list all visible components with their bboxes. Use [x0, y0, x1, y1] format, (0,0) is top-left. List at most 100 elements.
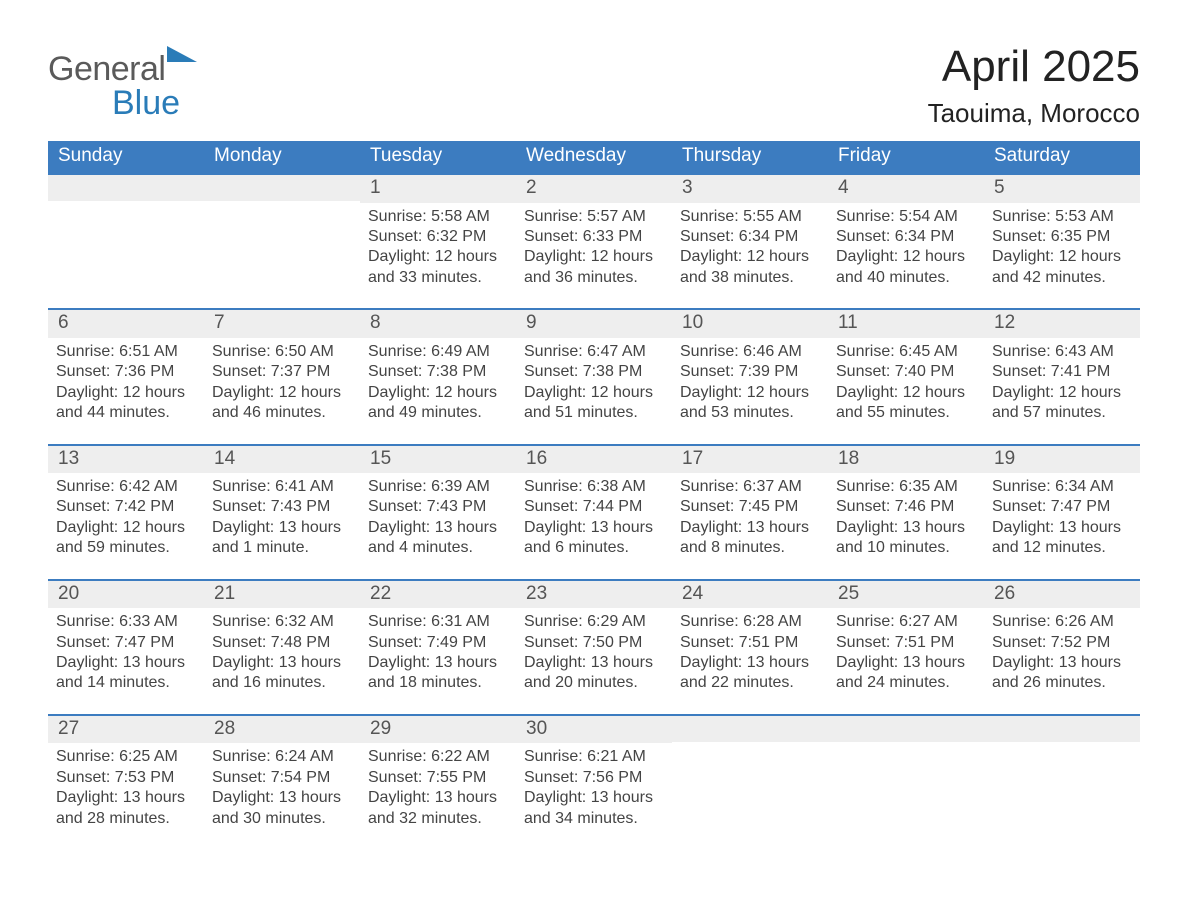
sunrise-line: Sunrise: 6:26 AM	[992, 613, 1114, 630]
sunset-line: Sunset: 7:47 PM	[992, 498, 1110, 515]
sunrise-line: Sunrise: 6:35 AM	[836, 478, 958, 495]
day-number: 30	[516, 716, 672, 743]
sunrise-line: Sunrise: 6:46 AM	[680, 343, 802, 360]
day-info: Sunrise: 6:31 AMSunset: 7:49 PMDaylight:…	[368, 612, 508, 694]
sunrise-line: Sunrise: 6:32 AM	[212, 613, 334, 630]
sunset-line: Sunset: 7:38 PM	[524, 363, 642, 380]
calendar-day-cell: 7 Sunrise: 6:50 AMSunset: 7:37 PMDaylight…	[204, 309, 360, 444]
calendar-day-cell: 23Sunrise: 6:29 AMSunset: 7:50 PMDayligh…	[516, 580, 672, 715]
daylight-line: Daylight: 12 hours and 55 minutes.	[836, 384, 965, 421]
day-info: Sunrise: 6:22 AMSunset: 7:55 PMDaylight:…	[368, 747, 508, 829]
calendar-page: General Blue April 2025 Taouima, Morocco…	[0, 0, 1188, 889]
title-block: April 2025 Taouima, Morocco	[928, 44, 1140, 129]
daylight-line: Daylight: 13 hours and 24 minutes.	[836, 654, 965, 691]
sunset-line: Sunset: 7:43 PM	[212, 498, 330, 515]
calendar-table: SundayMondayTuesdayWednesdayThursdayFrid…	[48, 141, 1140, 849]
calendar-day-cell: 18Sunrise: 6:35 AMSunset: 7:46 PMDayligh…	[828, 445, 984, 580]
day-number: 29	[360, 716, 516, 743]
calendar-day-cell: 4Sunrise: 5:54 AMSunset: 6:34 PMDaylight…	[828, 174, 984, 309]
day-info: Sunrise: 6:47 AMSunset: 7:38 PMDaylight:…	[524, 342, 664, 424]
calendar-day-cell	[48, 174, 204, 309]
day-info: Sunrise: 5:53 AMSunset: 6:35 PMDaylight:…	[992, 207, 1132, 289]
sunset-line: Sunset: 7:47 PM	[56, 634, 174, 651]
weekday-header: Tuesday	[360, 141, 516, 174]
calendar-day-cell: 19Sunrise: 6:34 AMSunset: 7:47 PMDayligh…	[984, 445, 1140, 580]
day-number: 28	[204, 716, 360, 743]
day-info: Sunrise: 6:21 AMSunset: 7:56 PMDaylight:…	[524, 747, 664, 829]
calendar-day-cell: 16Sunrise: 6:38 AMSunset: 7:44 PMDayligh…	[516, 445, 672, 580]
daylight-line: Daylight: 13 hours and 30 minutes.	[212, 789, 341, 826]
day-info: Sunrise: 6:50 AMSunset: 7:37 PMDaylight:…	[212, 342, 352, 424]
calendar-day-cell: 28Sunrise: 6:24 AMSunset: 7:54 PMDayligh…	[204, 715, 360, 849]
day-number	[204, 175, 360, 201]
sunrise-line: Sunrise: 5:55 AM	[680, 208, 802, 225]
day-info: Sunrise: 5:55 AMSunset: 6:34 PMDaylight:…	[680, 207, 820, 289]
daylight-line: Daylight: 12 hours and 38 minutes.	[680, 248, 809, 285]
daylight-line: Daylight: 13 hours and 14 minutes.	[56, 654, 185, 691]
weekday-header: Friday	[828, 141, 984, 174]
sunrise-line: Sunrise: 6:51 AM	[56, 343, 178, 360]
weekday-header-row: SundayMondayTuesdayWednesdayThursdayFrid…	[48, 141, 1140, 174]
calendar-day-cell: 30 Sunrise: 6:21 AMSunset: 7:56 PMDayligh…	[516, 715, 672, 849]
brand-part1: General	[48, 50, 165, 88]
sunset-line: Sunset: 7:36 PM	[56, 363, 174, 380]
day-number: 10	[672, 310, 828, 337]
day-info: Sunrise: 5:58 AMSunset: 6:32 PMDaylight:…	[368, 207, 508, 289]
sunrise-line: Sunrise: 5:57 AM	[524, 208, 646, 225]
sunrise-line: Sunrise: 6:25 AM	[56, 748, 178, 765]
day-number: 17	[672, 446, 828, 473]
sunset-line: Sunset: 7:38 PM	[368, 363, 486, 380]
day-number: 19	[984, 446, 1140, 473]
calendar-week-row: 27Sunrise: 6:25 AMSunset: 7:53 PMDayligh…	[48, 715, 1140, 849]
calendar-day-cell: 17Sunrise: 6:37 AMSunset: 7:45 PMDayligh…	[672, 445, 828, 580]
sunrise-line: Sunrise: 5:58 AM	[368, 208, 490, 225]
calendar-day-cell	[672, 715, 828, 849]
daylight-line: Daylight: 12 hours and 46 minutes.	[212, 384, 341, 421]
calendar-day-cell: 25Sunrise: 6:27 AMSunset: 7:51 PMDayligh…	[828, 580, 984, 715]
daylight-line: Daylight: 13 hours and 22 minutes.	[680, 654, 809, 691]
calendar-day-cell: 14Sunrise: 6:41 AMSunset: 7:43 PMDayligh…	[204, 445, 360, 580]
day-info: Sunrise: 6:33 AM Sunset: 7:47 PM Daylight:…	[56, 612, 196, 694]
sunset-line: Sunset: 7:53 PM	[56, 769, 174, 786]
day-number: 6	[48, 310, 204, 337]
day-info: Sunrise: 6:39 AMSunset: 7:43 PMDaylight:…	[368, 477, 508, 559]
day-number: 26	[984, 581, 1140, 608]
day-info: Sunrise: 6:49 AMSunset: 7:38 PMDaylight:…	[368, 342, 508, 424]
day-number: 8	[360, 310, 516, 337]
daylight-line: Daylight: 13 hours and 12 minutes.	[992, 519, 1121, 556]
calendar-day-cell: 15Sunrise: 6:39 AMSunset: 7:43 PMDayligh…	[360, 445, 516, 580]
daylight-line: Daylight: 12 hours and 49 minutes.	[368, 384, 497, 421]
day-info: Sunrise: 5:57 AMSunset: 6:33 PMDaylight:…	[524, 207, 664, 289]
sunset-line: Sunset: 7:51 PM	[680, 634, 798, 651]
calendar-day-cell	[984, 715, 1140, 849]
sunrise-line: Sunrise: 6:21 AM	[524, 748, 646, 765]
weekday-header: Thursday	[672, 141, 828, 174]
sunset-line: Sunset: 7:44 PM	[524, 498, 642, 515]
sunset-line: Sunset: 6:34 PM	[836, 228, 954, 245]
calendar-day-cell: 9Sunrise: 6:47 AMSunset: 7:38 PMDaylight…	[516, 309, 672, 444]
day-info: Sunrise: 5:54 AMSunset: 6:34 PMDaylight:…	[836, 207, 976, 289]
flag-icon	[167, 44, 197, 62]
daylight-line: Daylight: 12 hours and 42 minutes.	[992, 248, 1121, 285]
header-row: General Blue April 2025 Taouima, Morocco	[48, 44, 1140, 129]
day-number: 25	[828, 581, 984, 608]
sunrise-line: Sunrise: 5:53 AM	[992, 208, 1114, 225]
day-number: 7	[204, 310, 360, 337]
weekday-header: Saturday	[984, 141, 1140, 174]
sunset-line: Sunset: 7:51 PM	[836, 634, 954, 651]
day-info: Sunrise: 6:41 AMSunset: 7:43 PMDaylight:…	[212, 477, 352, 559]
daylight-line: Daylight: 13 hours and 18 minutes.	[368, 654, 497, 691]
calendar-week-row: 13Sunrise: 6:42 AMSunset: 7:42 PMDayligh…	[48, 445, 1140, 580]
calendar-week-row: 6 Sunrise: 6:51 AM Sunset: 7:36 PM Daylight…	[48, 309, 1140, 444]
weekday-header: Wednesday	[516, 141, 672, 174]
day-info: Sunrise: 6:51 AMSunset: 7:36 PMDaylight:…	[56, 342, 196, 424]
sunrise-line: Sunrise: 6:42 AM	[56, 478, 178, 495]
calendar-day-cell: 22Sunrise: 6:31 AMSunset: 7:49 PMDayligh…	[360, 580, 516, 715]
day-info: Sunrise: 6:28 AMSunset: 7:51 PMDaylight:…	[680, 612, 820, 694]
sunset-line: Sunset: 7:43 PM	[368, 498, 486, 515]
calendar-day-cell: 10Sunrise: 6:46 AMSunset: 7:39 PMDayligh…	[672, 309, 828, 444]
day-number: 1	[360, 175, 516, 202]
daylight-line: Daylight: 12 hours and 36 minutes.	[524, 248, 653, 285]
day-number: 20	[48, 581, 204, 608]
sunrise-line: Sunrise: 6:33 AM	[56, 613, 178, 630]
